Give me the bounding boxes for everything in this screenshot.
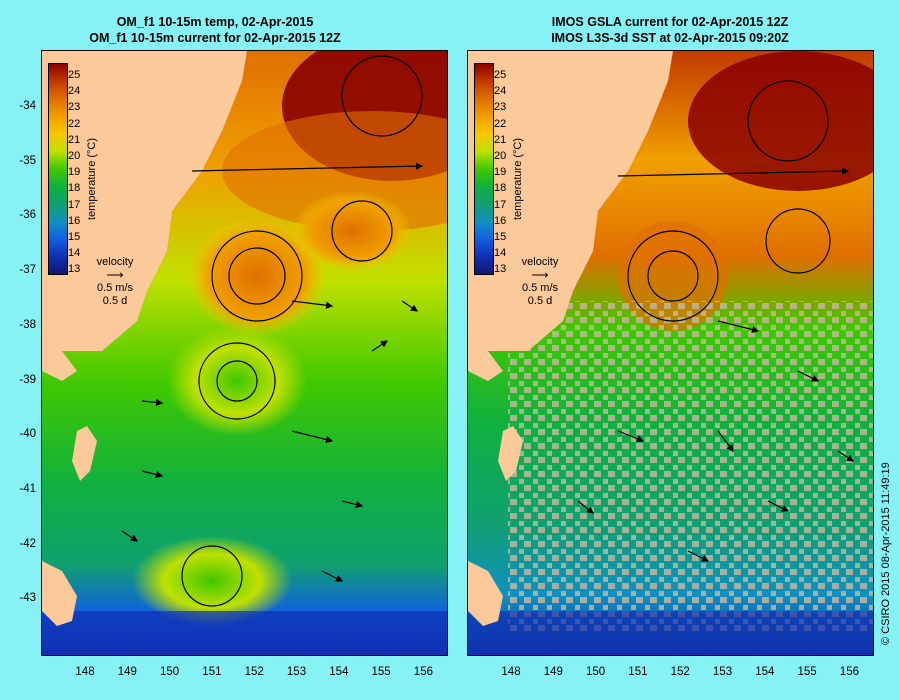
colorbar-tick: 14 xyxy=(68,247,81,260)
lon-tick: 156 xyxy=(413,666,433,678)
left-velocity-arrow: ⟶ xyxy=(106,268,124,282)
colorbar-tick: 16 xyxy=(494,214,507,227)
right-colorbar-label: temperature (°C) xyxy=(512,137,524,220)
colorbar-tick: 17 xyxy=(68,198,81,211)
lat-tick: -37 xyxy=(19,264,36,277)
lon-tick: 152 xyxy=(670,666,690,678)
right-land-mainland xyxy=(468,51,673,351)
colorbar-tick: 17 xyxy=(494,198,507,211)
colorbar-tick: 18 xyxy=(68,182,81,195)
left-land-tasmania xyxy=(42,561,77,626)
right-velocity-arrow: ⟶ xyxy=(531,268,549,282)
colorbar-tick: 15 xyxy=(494,231,507,243)
colorbar-tick: 21 xyxy=(68,133,81,146)
left-velocity-scale: 0.5 m/s xyxy=(96,282,134,294)
left-map-panel[interactable] xyxy=(41,50,448,656)
colorbar-tick: 23 xyxy=(68,101,81,114)
colorbar-tick: 16 xyxy=(68,214,81,227)
left-eddy-2 xyxy=(292,191,412,271)
colorbar-tick: 25 xyxy=(68,69,81,81)
lon-tick: 152 xyxy=(244,666,264,678)
right-warm-core xyxy=(688,51,873,191)
colorbar-tick: 20 xyxy=(68,150,81,162)
left-velocity-label: velocity xyxy=(96,256,134,268)
colorbar-tick: 13 xyxy=(494,263,507,276)
colorbar-tick: 20 xyxy=(494,150,507,162)
lat-tick: -35 xyxy=(19,154,36,167)
right-velocity-time: 0.5 d xyxy=(527,295,553,307)
left-eddy-1 xyxy=(187,216,327,336)
right-map-svg xyxy=(468,51,873,655)
lon-tick: 155 xyxy=(371,666,391,678)
lon-tick: 148 xyxy=(75,666,95,678)
right-map-panel[interactable] xyxy=(467,50,874,656)
credit-text: © CSIRO 2015 08-Apr-2015 11:49:19 xyxy=(880,462,892,645)
right-land-coast xyxy=(468,351,503,381)
lat-tick: -42 xyxy=(19,537,36,550)
lat-tick: -34 xyxy=(19,100,36,112)
right-land-island xyxy=(498,426,523,481)
right-velocity-scale: 0.5 m/s xyxy=(521,282,559,294)
lon-tick: 149 xyxy=(117,666,137,678)
right-title: IMOS GSLA current for 02-Apr-2015 12Z IM… xyxy=(455,14,885,46)
lon-tick: 155 xyxy=(797,666,817,678)
colorbar-tick: 19 xyxy=(68,166,81,179)
left-eddy-4 xyxy=(132,536,292,626)
lat-tick: -40 xyxy=(19,428,36,441)
right-colorbar xyxy=(474,63,494,275)
colorbar-tick: 24 xyxy=(68,85,81,98)
lon-tick: 154 xyxy=(329,666,349,678)
colorbar-tick: 18 xyxy=(494,182,507,195)
colorbar-tick: 23 xyxy=(494,101,507,114)
left-cold-band xyxy=(42,611,447,655)
left-title-line1: OM_f1 10-15m temp, 02-Apr-2015 xyxy=(116,15,314,29)
lon-tick: 154 xyxy=(755,666,775,678)
colorbar-tick: 15 xyxy=(68,231,81,243)
left-map-svg xyxy=(42,51,447,655)
lat-tick: -36 xyxy=(19,209,36,222)
colorbar-tick: 22 xyxy=(68,117,81,130)
colorbar-tick: 25 xyxy=(494,69,507,81)
lon-tick: 151 xyxy=(202,666,222,678)
lon-tick: 153 xyxy=(712,666,733,678)
lon-tick: 150 xyxy=(586,666,606,678)
colorbar-tick: 24 xyxy=(494,85,507,98)
right-velocity-label: velocity xyxy=(521,256,559,268)
left-velocity-legend: velocity ⟶ 0.5 m/s 0.5 d xyxy=(80,256,150,308)
right-title-line1: IMOS GSLA current for 02-Apr-2015 12Z xyxy=(551,15,789,29)
left-velocity-time: 0.5 d xyxy=(102,295,128,307)
left-land-island xyxy=(72,426,97,481)
right-cold-band xyxy=(468,611,873,655)
left-current-vectors xyxy=(121,55,424,607)
right-current-vectors xyxy=(577,80,854,562)
colorbar-tick: 14 xyxy=(494,247,507,260)
lon-tick: 148 xyxy=(501,666,521,678)
lat-tick: -38 xyxy=(19,318,36,331)
left-colorbar xyxy=(48,63,68,275)
right-land-tasmania xyxy=(468,561,503,626)
left-title: OM_f1 10-15m temp, 02-Apr-2015 OM_f1 10-… xyxy=(0,14,430,46)
left-title-line2: OM_f1 10-15m current for 02-Apr-2015 12Z xyxy=(89,31,341,45)
right-velocity-legend: velocity ⟶ 0.5 m/s 0.5 d xyxy=(505,256,575,308)
right-title-line2: IMOS L3S-3d SST at 02-Apr-2015 09:20Z xyxy=(551,31,789,45)
left-land-coast xyxy=(42,351,77,381)
left-land-mainland xyxy=(42,51,247,351)
colorbar-tick: 19 xyxy=(494,166,507,179)
colorbar-tick: 21 xyxy=(494,133,507,146)
colorbar-tick: 13 xyxy=(68,263,81,276)
left-eddy-3 xyxy=(167,326,307,436)
lon-tick: 151 xyxy=(628,666,648,678)
lon-tick: 153 xyxy=(286,666,307,678)
right-cloud-mask xyxy=(508,301,873,631)
lat-tick: -41 xyxy=(19,482,36,495)
lon-tick: 150 xyxy=(160,666,180,678)
lon-tick: 149 xyxy=(543,666,563,678)
left-colorbar-label: temperature (°C) xyxy=(86,137,98,220)
lat-tick: -39 xyxy=(19,373,36,386)
lon-tick: 156 xyxy=(839,666,859,678)
colorbar-tick: 22 xyxy=(494,117,507,130)
lat-tick: -43 xyxy=(19,592,36,605)
